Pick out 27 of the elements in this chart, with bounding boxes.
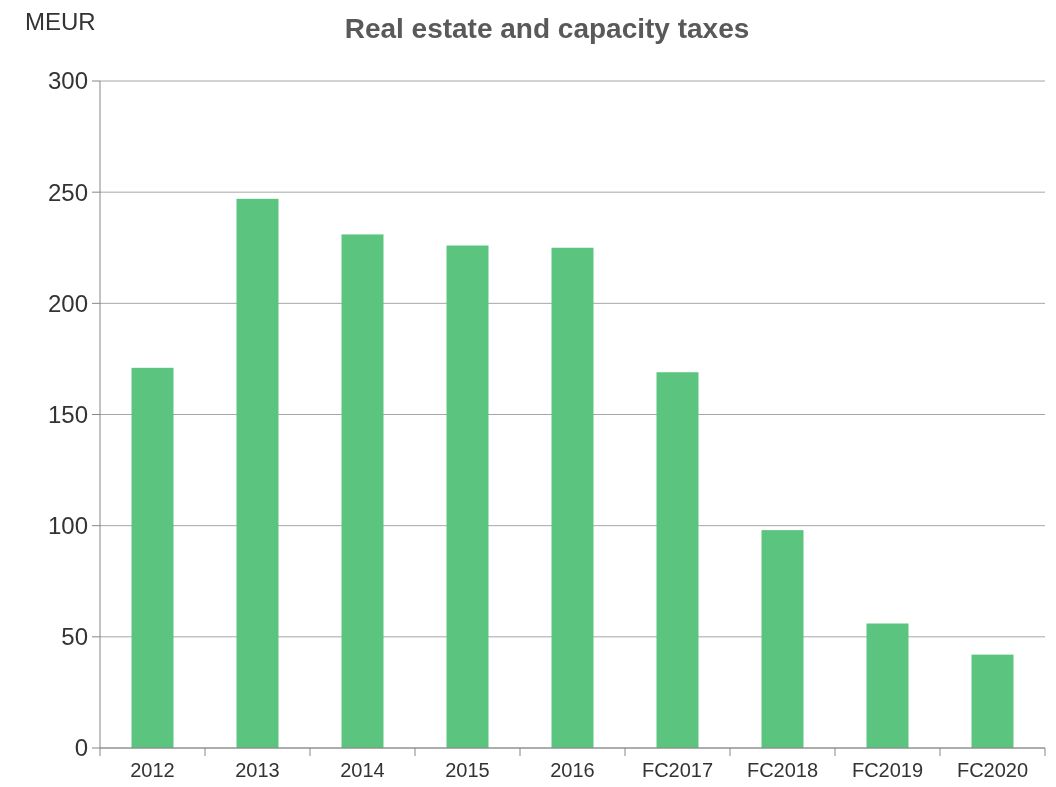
y-tick-label: 0 — [74, 734, 88, 762]
x-tick-label: 2012 — [130, 759, 175, 781]
y-tick-label: 50 — [61, 623, 88, 651]
x-tick-label: 2014 — [340, 759, 385, 781]
y-tick-label: 150 — [47, 400, 88, 428]
chart-title: Real estate and capacity taxes — [344, 13, 750, 44]
y-axis-title: MEUR — [25, 8, 96, 35]
y-tick-label: 300 — [47, 67, 88, 95]
bar — [446, 245, 489, 748]
y-tick-label: 250 — [47, 178, 88, 206]
x-tick-label: FC2017 — [641, 759, 714, 781]
bar — [341, 234, 384, 748]
x-tick-label: FC2018 — [746, 759, 819, 781]
bar — [131, 367, 174, 748]
bar — [761, 530, 804, 748]
bar — [866, 623, 909, 748]
y-tick-label: 100 — [47, 512, 88, 540]
bar — [236, 198, 279, 748]
bar — [551, 247, 594, 748]
bar — [656, 372, 699, 748]
x-tick-label: 2015 — [445, 759, 490, 781]
x-tick-label: 2013 — [235, 759, 280, 781]
x-tick-label: FC2020 — [956, 759, 1029, 781]
x-tick-label: 2016 — [550, 759, 595, 781]
x-tick-label: FC2019 — [851, 759, 924, 781]
bar — [971, 654, 1014, 748]
y-tick-label: 200 — [47, 289, 88, 317]
